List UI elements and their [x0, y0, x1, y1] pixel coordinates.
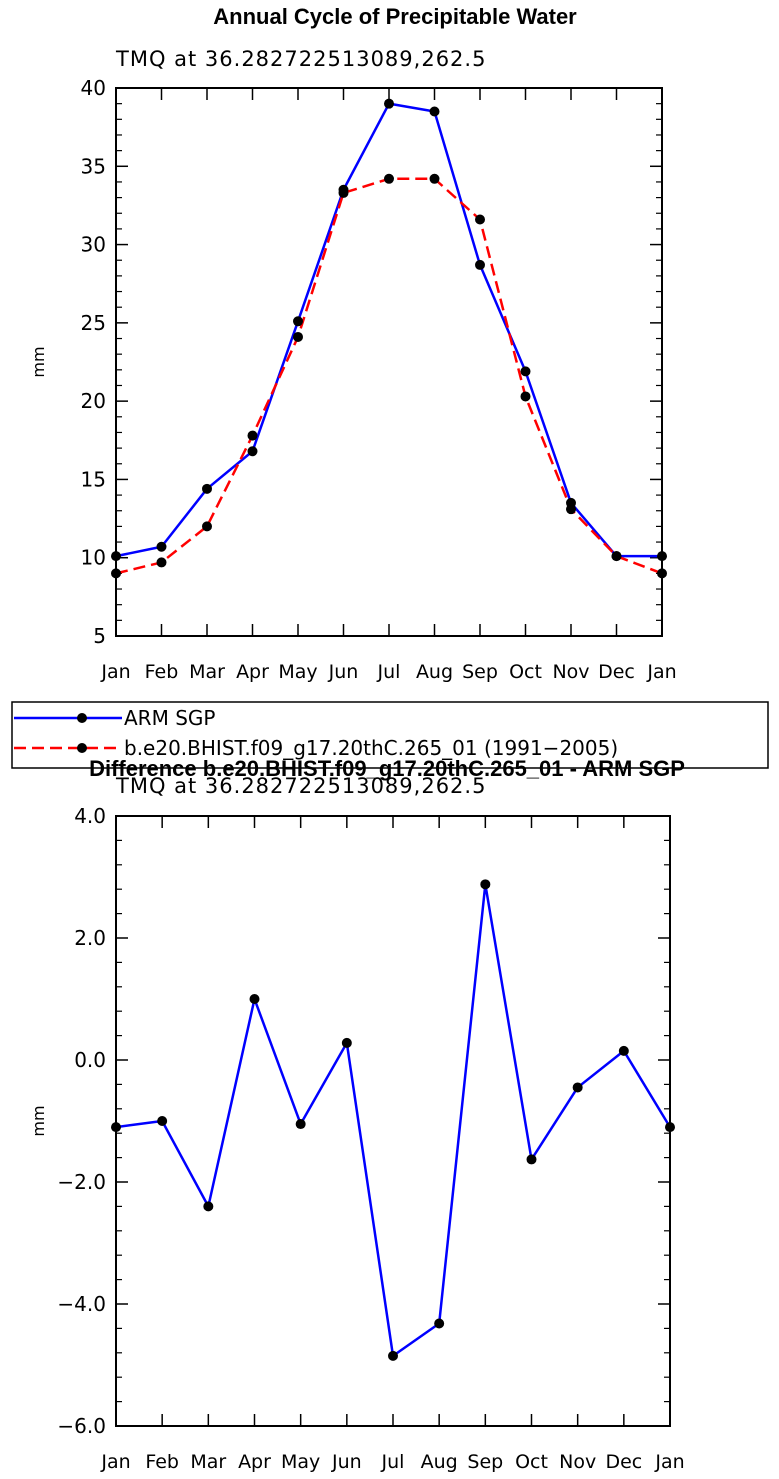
data-point-s0-12: [657, 551, 667, 562]
data-point-s1-8: [475, 214, 485, 225]
x-tick-label: Jul: [381, 1451, 405, 1473]
data-point-s0-12: [665, 1122, 675, 1133]
data-point-s1-11: [611, 551, 622, 562]
y-tick-label: 4.0: [74, 804, 106, 828]
data-point-s1-12: [657, 568, 667, 579]
data-point-s1-3: [247, 430, 258, 441]
data-point-s0-0: [111, 551, 121, 562]
x-tick-label: Jan: [646, 661, 676, 683]
y-tick-label: −6.0: [57, 1414, 106, 1438]
y-tick-label: −2.0: [57, 1170, 106, 1194]
x-tick-label: Oct: [515, 1451, 548, 1473]
y-tick-label: 30: [81, 233, 106, 257]
data-point-s0-4: [293, 316, 303, 327]
x-tick-label: Sep: [467, 1451, 503, 1473]
data-point-s1-9: [520, 391, 531, 402]
series-line-0: [115, 883, 672, 1358]
data-point-s1-0: [111, 568, 121, 579]
data-point-s0-7: [434, 1318, 445, 1329]
chart-title: Annual Cycle of Precipitable Water: [213, 4, 577, 29]
legend-entry-0: ARM SGP: [124, 706, 215, 730]
x-tick-label: Feb: [145, 661, 179, 683]
data-point-s0-1: [157, 1116, 168, 1126]
data-point-s0-3: [247, 446, 258, 457]
data-point-s1-10: [566, 504, 576, 515]
x-tick-label: May: [278, 661, 317, 683]
data-point-s0-2: [202, 483, 212, 494]
data-point-s1-4: [293, 331, 303, 342]
y-tick-label: 5: [93, 624, 106, 648]
x-tick-label: Dec: [598, 661, 635, 683]
x-tick-label: Apr: [238, 1451, 271, 1473]
data-point-s0-5: [341, 1037, 352, 1048]
y-axis-label: mm: [29, 1105, 48, 1136]
y-axis-label: mm: [29, 346, 48, 377]
x-tick-label: Jul: [377, 661, 401, 683]
data-point-s0-0: [111, 1122, 121, 1133]
difference-chart-title: Difference b.e20.BHIST.f09_g17.20thC.265…: [89, 756, 685, 781]
x-tick-label: Jun: [331, 1451, 362, 1473]
x-tick-label: Feb: [145, 1451, 179, 1473]
x-tick-label: May: [281, 1451, 320, 1473]
x-tick-label: Jan: [100, 1451, 130, 1473]
y-tick-label: 20: [81, 389, 106, 413]
data-point-s0-1: [156, 541, 167, 552]
y-tick-label: 10: [81, 546, 106, 570]
data-point-s0-6: [384, 98, 394, 109]
legend-box: [11, 701, 769, 769]
data-point-s0-6: [388, 1350, 398, 1361]
legend-marker-1: [77, 743, 87, 753]
data-point-s0-9: [520, 366, 531, 377]
y-tick-label: 35: [81, 154, 106, 178]
y-tick-label: 15: [81, 467, 106, 491]
y-tick-label: 40: [81, 76, 106, 100]
data-point-s1-1: [156, 557, 167, 568]
x-tick-label: Sep: [462, 661, 498, 683]
data-point-s1-7: [429, 173, 440, 184]
x-tick-label: Nov: [559, 1451, 596, 1473]
data-point-s0-2: [203, 1201, 214, 1212]
x-tick-label: Apr: [236, 661, 269, 683]
x-tick-label: Aug: [416, 661, 453, 683]
data-point-s0-7: [429, 106, 440, 117]
data-point-s0-8: [475, 259, 485, 270]
x-tick-label: Nov: [552, 661, 589, 683]
data-point-s0-3: [249, 994, 260, 1004]
y-tick-label: −4.0: [57, 1292, 106, 1316]
data-point-s0-11: [618, 1045, 629, 1056]
data-point-s1-2: [202, 521, 212, 532]
difference-chart-subtitle: TMQ at 36.282722513089,262.5: [115, 774, 486, 798]
data-point-s0-8: [480, 879, 491, 890]
data-point-s0-9: [526, 1154, 537, 1165]
plot-frame: [115, 815, 671, 1427]
legend-entry-1: b.e20.BHIST.f09_g17.20thC.265_01 (1991−2…: [124, 736, 618, 760]
y-tick-label: 0.0: [74, 1048, 106, 1072]
x-tick-label: Oct: [509, 661, 542, 683]
data-point-s1-6: [384, 173, 394, 184]
data-point-s0-4: [295, 1119, 306, 1130]
chart-subtitle: TMQ at 36.282722513089,262.5: [115, 47, 486, 71]
x-tick-label: Mar: [189, 661, 225, 683]
x-tick-label: Aug: [421, 1451, 458, 1473]
legend-marker-0: [77, 713, 87, 723]
x-tick-label: Jan: [100, 661, 130, 683]
plot-frame: [115, 87, 663, 637]
data-point-s1-5: [338, 187, 349, 198]
series-line-0: [115, 102, 662, 558]
x-tick-label: Jan: [654, 1451, 684, 1473]
x-tick-label: Mar: [190, 1451, 226, 1473]
x-tick-label: Dec: [605, 1451, 642, 1473]
data-point-s0-10: [572, 1082, 583, 1093]
y-tick-label: 25: [81, 311, 106, 335]
y-tick-label: 2.0: [74, 926, 106, 950]
x-tick-label: Jun: [328, 661, 359, 683]
